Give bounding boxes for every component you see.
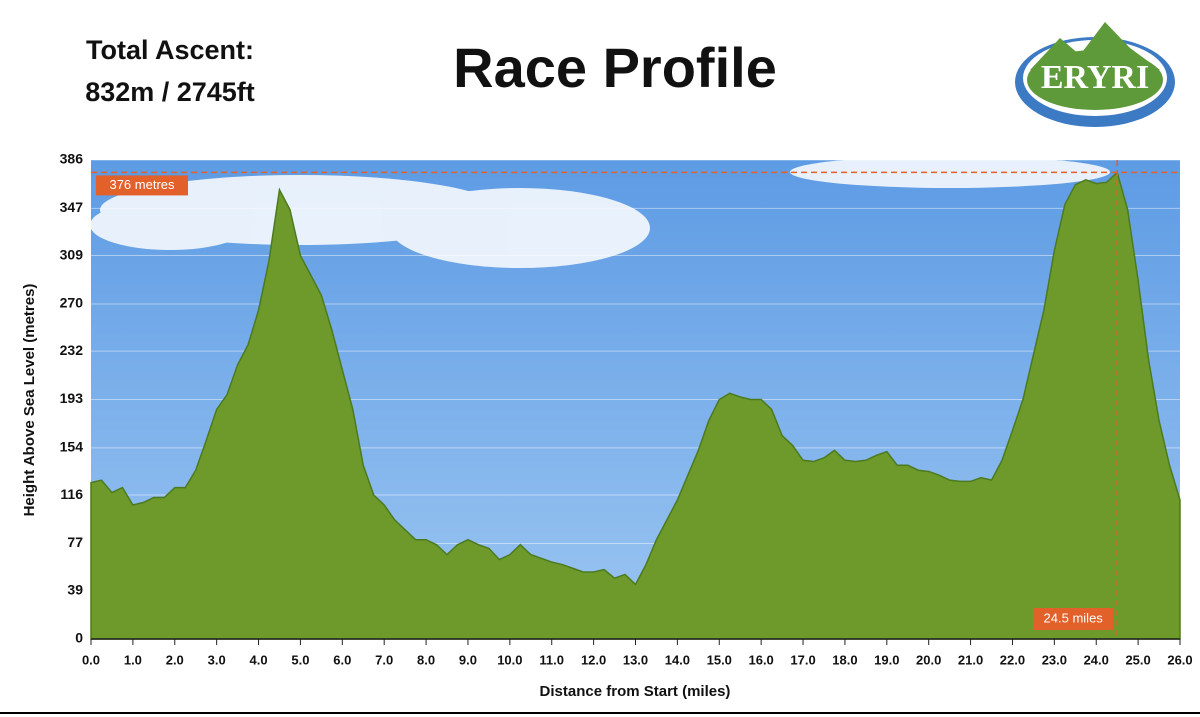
elevation-area [90,171,1181,640]
chart-title: Race Profile [453,36,777,99]
y-tick-label: 270 [60,295,84,311]
x-tick-label: 11.0 [539,652,564,667]
x-tick-label: 12.0 [581,652,606,667]
clouds [90,156,1110,268]
reference-label: 376 metres [109,177,175,192]
logo: ERYRI [1015,22,1175,127]
y-tick-label: 347 [60,199,84,215]
x-tick-label: 10.0 [497,652,522,667]
y-tick-label: 77 [67,534,83,550]
x-tick-label: 4.0 [249,652,267,667]
logo-text: ERYRI [1041,59,1149,96]
ascent-label: Total Ascent: [86,35,254,65]
y-tick-label: 232 [60,342,84,358]
ascent-value: 832m / 2745ft [85,77,255,107]
x-tick-label: 7.0 [375,652,393,667]
x-tick-label: 24.0 [1084,652,1109,667]
x-tick-label: 3.0 [208,652,226,667]
y-tick-label: 154 [60,439,84,455]
x-tick-label: 18.0 [832,652,857,667]
y-tick-label: 309 [60,246,84,262]
x-tick-label: 15.0 [707,652,732,667]
x-tick-label: 8.0 [417,652,435,667]
x-tick-label: 0.0 [82,652,100,667]
x-tick-label: 16.0 [748,652,773,667]
x-tick-label: 21.0 [958,652,983,667]
y-tick-label: 193 [60,390,84,406]
x-tick-label: 22.0 [1000,652,1025,667]
x-tick-label: 26.0 [1167,652,1192,667]
x-tick-label: 20.0 [916,652,941,667]
x-tick-label: 17.0 [790,652,815,667]
x-tick-label: 1.0 [124,652,142,667]
x-tick-label: 5.0 [291,652,309,667]
x-tick-label: 14.0 [665,652,690,667]
y-tick-label: 0 [75,630,83,646]
y-tick-label: 386 [60,151,84,167]
reference-label-box [1033,608,1114,630]
reference-label: 24.5 miles [1044,610,1104,625]
x-tick-label: 19.0 [874,652,899,667]
x-tick-label: 25.0 [1125,652,1150,667]
x-tick-label: 23.0 [1042,652,1067,667]
y-axis-label: Height Above Sea Level (metres) [21,284,38,517]
y-tick-label: 116 [60,486,83,502]
x-axis-label: Distance from Start (miles) [540,683,731,700]
reference-label-box [96,175,188,196]
x-tick-label: 2.0 [166,652,184,667]
x-tick-label: 9.0 [459,652,477,667]
x-tick-label: 6.0 [333,652,351,667]
y-tick-label: 39 [67,581,83,597]
x-tick-label: 13.0 [623,652,648,667]
